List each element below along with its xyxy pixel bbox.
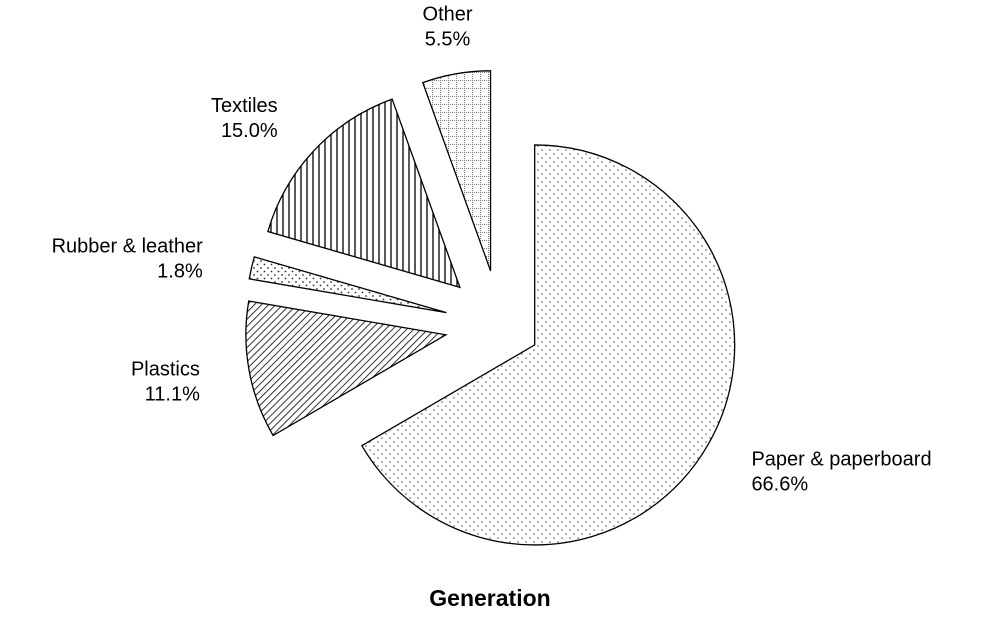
pie-slice xyxy=(248,256,447,314)
slice-label: Plastics xyxy=(131,358,200,380)
slice-label: Rubber & leather xyxy=(52,236,204,258)
slice-label: Other xyxy=(423,4,473,26)
slice-label: Paper & paperboard xyxy=(751,448,931,470)
chart-title: Generation xyxy=(429,585,550,611)
slice-value-label: 15.0% xyxy=(221,120,278,142)
slice-value-label: 11.1% xyxy=(145,383,200,405)
slice-label: Textiles xyxy=(211,95,278,117)
pie-slice xyxy=(361,144,736,546)
pie-slice xyxy=(421,70,492,272)
slice-value-label: 66.6% xyxy=(751,473,808,495)
pie-slice xyxy=(245,300,448,437)
slice-value-label: 5.5% xyxy=(425,29,471,51)
slice-value-label: 1.8% xyxy=(157,261,203,283)
pie-slice xyxy=(267,98,461,289)
